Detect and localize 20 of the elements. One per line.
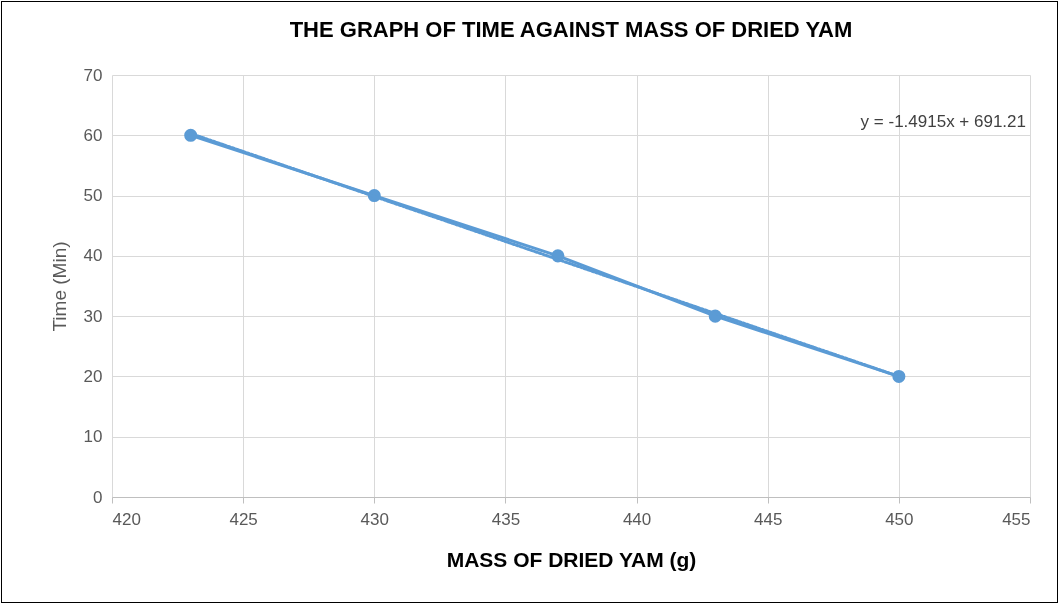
y-tick-label: 70 (83, 65, 103, 85)
y-tick-label: 40 (83, 246, 103, 266)
x-tick-label: 450 (885, 509, 914, 529)
x-axis-title: MASS OF DRIED YAM (g) (446, 547, 697, 571)
y-tick-label: 60 (83, 125, 103, 145)
x-tick-label: 440 (622, 509, 652, 529)
y-axis-title: Time (Min) (48, 241, 70, 332)
y-tick-label: 20 (83, 366, 103, 386)
y-tick-label: 0 (93, 487, 103, 507)
x-tick-label: 455 (1002, 509, 1031, 529)
x-tick-label: 430 (360, 509, 389, 529)
x-tick-label: 425 (229, 509, 258, 529)
x-tick-label: 445 (754, 509, 783, 529)
x-tick-label: 435 (491, 509, 521, 529)
x-tick-label: 420 (112, 509, 141, 529)
chart-title: THE GRAPH OF TIME AGAINST MASS OF DRIED YAM (289, 17, 853, 42)
y-tick-label: 30 (83, 306, 103, 326)
annotation: y = -1.4915x + 691.21 (860, 112, 1026, 131)
y-tick-label: 50 (83, 186, 103, 206)
y-tick-label: 10 (83, 427, 103, 447)
